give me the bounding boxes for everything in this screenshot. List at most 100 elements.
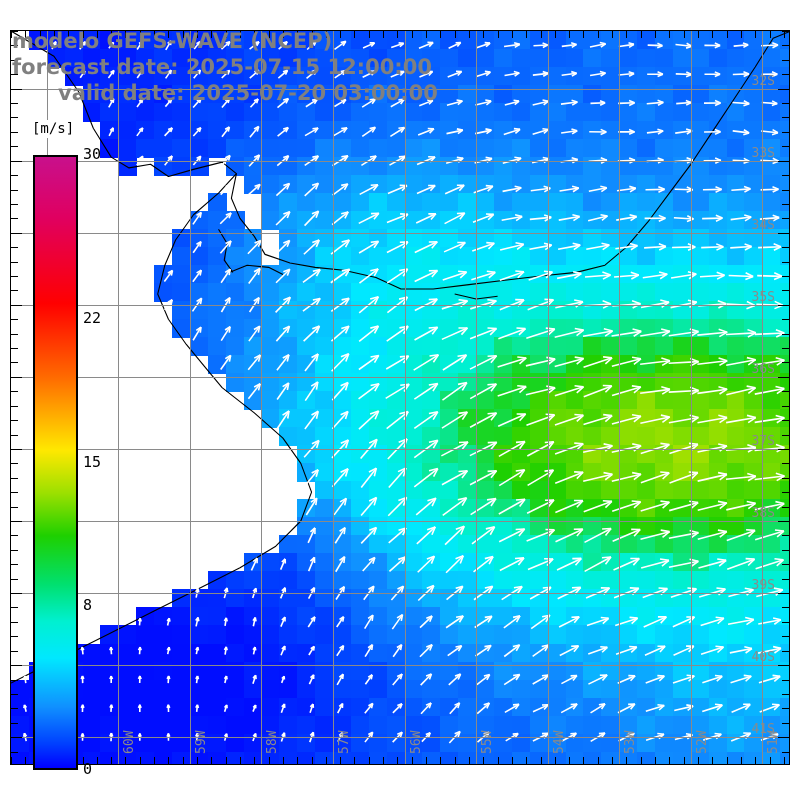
axis-tick xyxy=(354,757,355,764)
axis-tick xyxy=(240,757,241,764)
axis-tick xyxy=(782,391,789,392)
axis-tick xyxy=(383,757,384,764)
axis-tick xyxy=(140,757,141,764)
axis-tick xyxy=(483,31,484,38)
axis-tick xyxy=(412,757,413,764)
axis-tick xyxy=(154,31,155,38)
axis-tick xyxy=(782,708,789,709)
axis-tick xyxy=(125,757,126,764)
axis-tick xyxy=(11,492,18,493)
axis-tick xyxy=(340,757,341,764)
axis-tick xyxy=(211,757,212,764)
axis-tick xyxy=(11,723,18,724)
axis-tick xyxy=(782,651,789,652)
axis-tick xyxy=(11,377,22,378)
colorbar-tick-label: 22 xyxy=(83,309,102,327)
colorbar: [m/s] 30 22 15 8 0 xyxy=(23,120,101,780)
axis-tick xyxy=(526,31,527,38)
axis-tick xyxy=(11,708,18,709)
axis-tick xyxy=(784,757,785,764)
colorbar-unit-label: [m/s] xyxy=(29,120,78,138)
axis-tick xyxy=(669,757,670,764)
axis-tick xyxy=(11,103,18,104)
axis-tick xyxy=(782,478,789,479)
axis-tick xyxy=(183,757,184,764)
axis-tick xyxy=(11,463,18,464)
axis-tick xyxy=(498,31,499,38)
axis-tick xyxy=(11,60,18,61)
map-plot-area[interactable]: 61W60W59W58W57W56W55W54W53W52W51W 32S33S… xyxy=(10,30,790,765)
grid-line-vertical xyxy=(548,31,549,764)
colorbar-tick-label: 0 xyxy=(83,760,93,778)
axis-tick xyxy=(83,31,84,38)
axis-tick xyxy=(655,31,656,38)
axis-tick xyxy=(782,579,789,580)
axis-tick xyxy=(354,31,355,38)
grid-line-vertical xyxy=(190,31,191,764)
axis-tick xyxy=(778,89,789,90)
axis-tick xyxy=(11,391,18,392)
latitude-tick-label: 33S xyxy=(751,145,775,161)
axis-tick xyxy=(541,31,542,38)
axis-tick xyxy=(11,752,18,753)
axis-tick xyxy=(782,190,789,191)
grid-line-vertical xyxy=(261,31,262,764)
axis-tick xyxy=(97,31,98,38)
axis-tick xyxy=(741,31,742,38)
axis-tick xyxy=(11,579,18,580)
axis-tick xyxy=(269,31,270,38)
axis-tick xyxy=(455,757,456,764)
axis-tick xyxy=(11,247,18,248)
axis-tick xyxy=(782,103,789,104)
axis-tick xyxy=(11,535,18,536)
axis-tick xyxy=(569,757,570,764)
axis-tick xyxy=(782,362,789,363)
axis-tick xyxy=(778,665,789,666)
wind-direction-arrows xyxy=(11,31,789,764)
axis-tick xyxy=(369,31,370,38)
axis-tick xyxy=(512,757,513,764)
axis-tick xyxy=(782,694,789,695)
axis-tick xyxy=(782,636,789,637)
grid-line-horizontal xyxy=(11,521,789,522)
axis-tick xyxy=(111,31,112,38)
axis-tick xyxy=(11,74,18,75)
longitude-tick-label: 55W xyxy=(480,730,496,754)
axis-tick xyxy=(11,593,22,594)
axis-tick xyxy=(782,60,789,61)
axis-tick xyxy=(782,752,789,753)
axis-tick xyxy=(397,757,398,764)
colorbar-gradient xyxy=(33,155,78,770)
axis-tick xyxy=(11,665,22,666)
grid-line-vertical xyxy=(762,31,763,764)
axis-tick xyxy=(782,492,789,493)
latitude-tick-label: 35S xyxy=(751,289,775,305)
axis-tick xyxy=(778,377,789,378)
axis-tick xyxy=(778,233,789,234)
grid-line-horizontal xyxy=(11,737,789,738)
grid-line-vertical xyxy=(333,31,334,764)
grid-line-horizontal xyxy=(11,305,789,306)
axis-tick xyxy=(11,521,22,522)
axis-tick xyxy=(326,757,327,764)
axis-tick xyxy=(383,31,384,38)
axis-tick xyxy=(397,31,398,38)
axis-tick xyxy=(11,651,18,652)
axis-tick xyxy=(54,31,55,38)
axis-tick xyxy=(11,190,18,191)
axis-tick xyxy=(11,204,18,205)
axis-tick xyxy=(11,694,18,695)
axis-tick xyxy=(770,31,771,38)
axis-tick xyxy=(440,757,441,764)
axis-tick xyxy=(782,406,789,407)
axis-tick xyxy=(512,31,513,38)
axis-tick xyxy=(727,757,728,764)
axis-tick xyxy=(782,463,789,464)
axis-tick xyxy=(755,757,756,764)
axis-tick xyxy=(254,757,255,764)
axis-tick xyxy=(197,757,198,764)
axis-tick xyxy=(778,161,789,162)
axis-tick xyxy=(25,757,26,764)
axis-tick xyxy=(40,31,41,38)
axis-tick xyxy=(778,593,789,594)
